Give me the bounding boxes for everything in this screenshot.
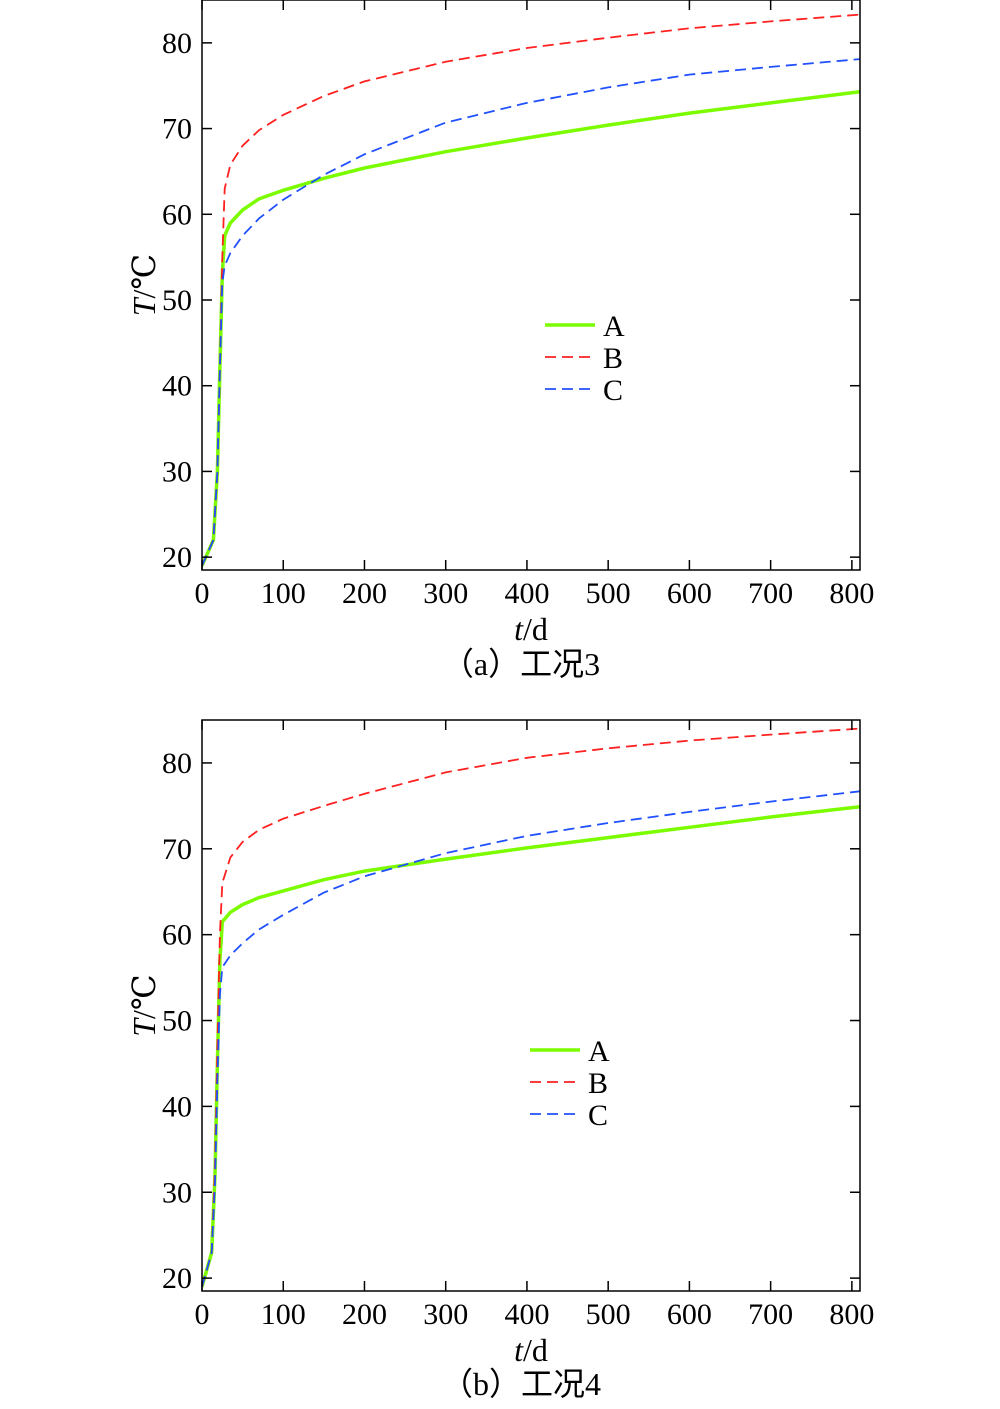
x-axis-title: t/d — [514, 1332, 548, 1368]
y-tick-label: 30 — [162, 1176, 192, 1209]
x-tick-label: 200 — [342, 577, 387, 610]
x-tick-label: 100 — [261, 1298, 306, 1331]
x-tick-label: 400 — [504, 577, 549, 610]
chart-caption: （b）工况4 — [441, 1366, 601, 1402]
legend-label-A: A — [588, 1035, 610, 1068]
x-tick-label: 300 — [423, 1298, 468, 1331]
series-line-C — [202, 58, 860, 567]
legend-label-C: C — [603, 374, 623, 407]
y-tick-label: 80 — [162, 747, 192, 780]
y-tick-label: 80 — [162, 27, 192, 60]
x-tick-label: 500 — [586, 1298, 631, 1331]
y-tick-label: 20 — [162, 541, 192, 574]
y-tick-label: 70 — [162, 833, 192, 866]
series-line-A — [202, 804, 860, 1288]
plot-frame — [201, 0, 861, 571]
legend-label-B: B — [603, 342, 623, 375]
y-tick-label: 50 — [162, 1005, 192, 1038]
y-tick-label: 50 — [162, 284, 192, 317]
chart-caption: （a）工况3 — [442, 646, 600, 682]
x-tick-label: 600 — [667, 1298, 712, 1331]
y-axis-title: T/℃ — [126, 254, 162, 316]
series-line-B — [202, 13, 860, 567]
x-tick-label: 100 — [261, 577, 306, 610]
legend: ABC — [530, 1035, 610, 1132]
y-tick-label: 60 — [162, 919, 192, 952]
series-line-B — [202, 727, 860, 1287]
chart-panel-b: 0 100 200 300 400 500 600 700 800 20 30 40 50 60 70 80 t… — [126, 719, 874, 1402]
y-tick-label: 40 — [162, 370, 192, 403]
x-tick-label: 0 — [195, 577, 210, 610]
plot-frame — [201, 719, 861, 1292]
x-tick-label: 400 — [504, 1298, 549, 1331]
series-line-A — [202, 89, 860, 567]
legend-label-B: B — [588, 1067, 608, 1100]
x-axis-title: t/d — [514, 611, 548, 647]
x-tick-label: 200 — [342, 1298, 387, 1331]
y-tick-label: 60 — [162, 198, 192, 231]
y-axis-title: T/℃ — [126, 974, 162, 1036]
series-line-C — [202, 790, 860, 1287]
x-tick-label: 500 — [586, 577, 631, 610]
y-tick-label: 40 — [162, 1090, 192, 1123]
x-tick-label: 700 — [748, 577, 793, 610]
y-tick-label: 70 — [162, 113, 192, 146]
x-tick-label: 800 — [829, 577, 874, 610]
legend-label-C: C — [588, 1099, 608, 1132]
chart-panel-a: 0 100 200 300 400 500 600 700 800 20 30 40 50 60 70 80 t… — [126, 0, 874, 682]
x-tick-label: 700 — [748, 1298, 793, 1331]
x-tick-label: 0 — [195, 1298, 210, 1331]
y-tick-label: 30 — [162, 455, 192, 488]
x-tick-label: 300 — [423, 577, 468, 610]
legend-label-A: A — [603, 310, 625, 343]
x-tick-label: 800 — [829, 1298, 874, 1331]
y-tick-label: 20 — [162, 1262, 192, 1295]
legend: ABC — [545, 310, 625, 407]
x-tick-label: 600 — [667, 577, 712, 610]
